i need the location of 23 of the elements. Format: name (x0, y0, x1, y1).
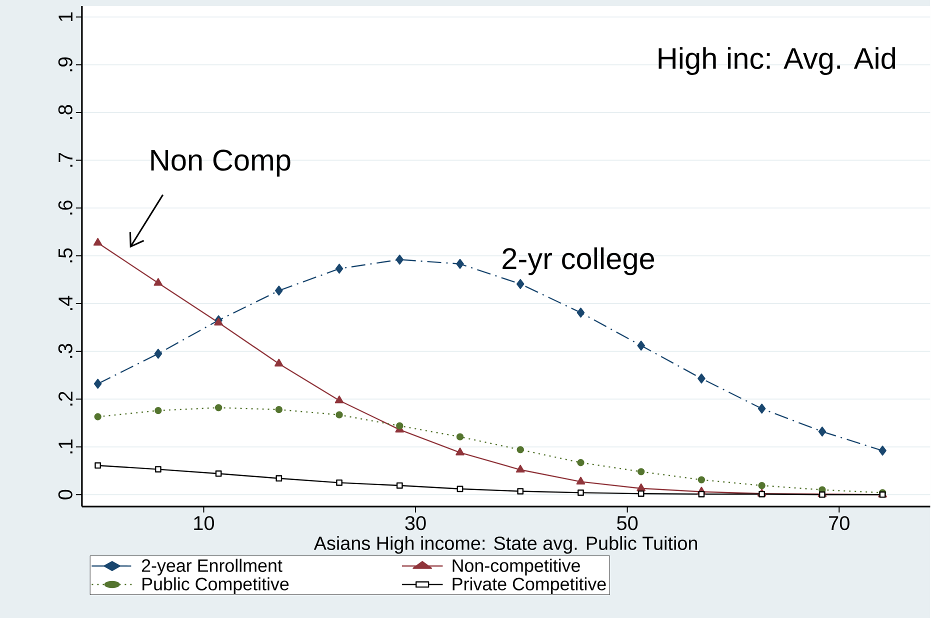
y-tick-label: 0 (58, 490, 72, 500)
annotation: Non Comp (151, 149, 290, 176)
legend-label: 2-year Enrollment (142, 558, 282, 576)
x-tick-label: 10 (194, 516, 214, 530)
x-tick-label: 50 (617, 516, 638, 530)
y-tick-label: .7 (58, 152, 72, 167)
y-tick-label: .1 (58, 439, 72, 454)
y-tick-label: .9 (58, 57, 72, 71)
annotation: High inc: Avg. Aid (658, 46, 896, 75)
x-axis-title: Asians High income: State avg. Public Tuition (314, 536, 698, 554)
y-tick-label: .3 (58, 344, 72, 358)
legend-label: Non-competitive (452, 558, 580, 576)
y-tick-label: .8 (58, 104, 72, 119)
y-tick-label: 1 (58, 12, 72, 21)
legend-label: Private Competitive (452, 577, 606, 594)
legend-label: Public Competitive (142, 577, 289, 594)
x-tick-label: 30 (405, 516, 426, 530)
y-tick-label: .4 (58, 296, 72, 310)
x-tick-label: 70 (829, 516, 850, 530)
y-tick-label: .6 (58, 200, 72, 214)
y-tick-label: .2 (58, 392, 72, 406)
y-tick-label: .5 (58, 248, 72, 262)
annotation: 2-yr college (502, 247, 654, 275)
